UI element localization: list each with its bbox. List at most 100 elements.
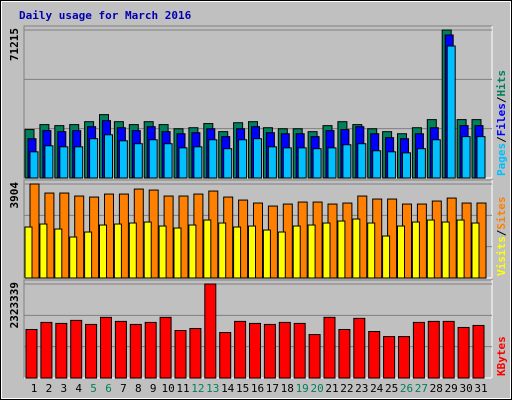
legend-entry: Files — [495, 103, 508, 136]
x-tick-label: 27 — [415, 382, 428, 395]
bar — [223, 148, 233, 179]
bar — [441, 221, 450, 279]
bar — [263, 323, 276, 379]
bar — [70, 319, 83, 379]
x-tick-label: 26 — [400, 382, 413, 395]
bar — [129, 323, 142, 379]
bar — [113, 223, 122, 279]
x-tick-label: 11 — [176, 382, 189, 395]
bar — [219, 332, 232, 379]
x-tick-label: 21 — [325, 382, 338, 395]
bar — [372, 150, 382, 179]
x-tick-label: 5 — [90, 382, 97, 395]
bar — [163, 143, 173, 179]
legend: Visits/Sites — [495, 197, 508, 277]
bar — [471, 222, 480, 279]
bar — [234, 320, 247, 379]
legend-entry: Sites — [495, 197, 508, 230]
bar — [297, 147, 307, 179]
y-tick-label: 3904 — [8, 182, 21, 209]
bar — [159, 316, 172, 379]
x-tick-label: 28 — [430, 382, 443, 395]
x-tick-label: 4 — [75, 382, 82, 395]
bar — [188, 224, 197, 279]
bar — [476, 136, 486, 179]
bar — [411, 221, 420, 279]
x-tick-label: 7 — [120, 382, 127, 395]
x-tick-label: 24 — [370, 382, 384, 395]
legend-entry: Pages — [495, 143, 508, 176]
x-tick-label: 14 — [221, 382, 235, 395]
bar — [189, 327, 202, 379]
bar — [387, 151, 397, 179]
bar — [104, 134, 113, 179]
x-tick-label: 29 — [445, 382, 458, 395]
bar — [174, 330, 187, 379]
x-tick-label: 3 — [60, 382, 67, 395]
legend-separator: / — [495, 136, 508, 143]
x-tick-label: 2 — [46, 382, 53, 395]
x-tick-label: 1 — [31, 382, 38, 395]
bar — [416, 148, 426, 179]
bar — [357, 143, 367, 179]
bar — [442, 320, 455, 379]
bar — [307, 224, 316, 279]
bar — [143, 221, 152, 279]
bar — [277, 231, 286, 279]
x-tick-label: 17 — [266, 382, 279, 395]
bar — [59, 146, 69, 179]
bar — [99, 224, 107, 279]
legend: Pages/Files/Hits — [495, 70, 508, 176]
legend-entry: Visits — [495, 236, 508, 276]
bar — [397, 225, 405, 279]
x-tick-label: 23 — [355, 382, 368, 395]
bar — [39, 223, 48, 279]
x-tick-label: 12 — [191, 382, 204, 395]
bar — [352, 218, 361, 279]
x-tick-label: 8 — [135, 382, 142, 395]
bar — [383, 336, 396, 379]
bar — [84, 231, 93, 279]
bar — [426, 219, 435, 279]
x-tick-label: 20 — [310, 382, 323, 395]
bar — [398, 336, 410, 379]
bar — [253, 138, 262, 179]
bar — [89, 138, 99, 179]
legend-separator: / — [495, 96, 508, 103]
bar — [337, 220, 346, 279]
bar — [54, 228, 63, 279]
bar — [342, 144, 352, 179]
bar — [267, 146, 277, 179]
bar — [158, 225, 167, 279]
bar — [208, 139, 218, 179]
bar — [238, 139, 248, 179]
bar — [203, 219, 212, 279]
chart-title: Daily usage for March 2016 — [19, 9, 192, 22]
bar — [327, 147, 337, 179]
bar — [118, 140, 128, 179]
bar — [24, 226, 33, 279]
bar — [248, 225, 256, 279]
bar — [456, 219, 465, 279]
bar — [446, 45, 456, 179]
bar — [457, 326, 470, 379]
bar — [323, 316, 336, 379]
bar — [461, 136, 471, 179]
x-tick-label: 30 — [459, 382, 472, 395]
bar — [338, 328, 351, 379]
x-tick-label: 25 — [385, 382, 398, 395]
bar — [133, 143, 143, 179]
bar — [353, 317, 366, 379]
x-tick-label: 6 — [105, 382, 112, 395]
bar — [431, 139, 441, 179]
bar — [382, 235, 391, 279]
x-tick-label: 10 — [161, 382, 174, 395]
bar — [278, 321, 291, 379]
bar — [402, 152, 411, 179]
legend: KBytes — [495, 336, 508, 376]
bar — [74, 146, 84, 179]
legend-separator: / — [495, 229, 508, 236]
bar — [204, 283, 217, 379]
